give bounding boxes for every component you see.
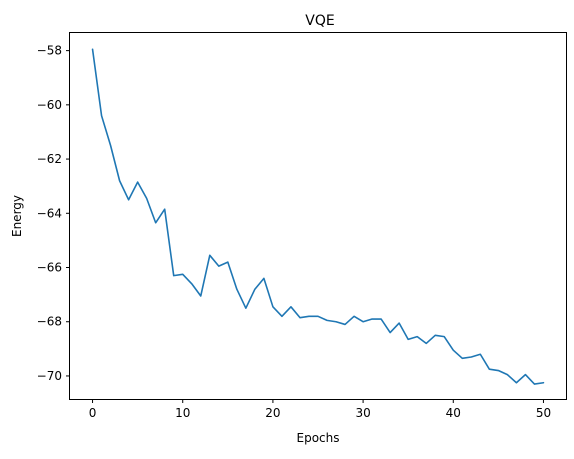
x-tick-label: 0 [89,406,97,420]
y-tick-label: −66 [37,261,62,275]
energy-series-line [91,48,545,385]
y-tick-label: −70 [37,369,62,383]
y-tick-label: −68 [37,315,62,329]
y-tick-label: −58 [37,44,62,58]
x-tick-label: 10 [175,406,190,420]
y-axis-label: Energy [10,195,24,237]
x-tick-label: 30 [355,406,370,420]
x-tick-label: 20 [265,406,280,420]
x-tick-label: 50 [536,406,551,420]
axes: 0 10 20 30 40 50 −70 −68 −66 −64 −62 −60 −58 [37,44,551,420]
chart-title: VQE [305,13,334,29]
series-layer [91,48,545,385]
plot-frame [69,32,567,400]
y-tick-label: −62 [37,152,62,166]
x-tick-label: 40 [446,406,461,420]
x-axis-label: Epochs [297,431,340,445]
y-tick-label: −60 [37,98,62,112]
y-tick-label: −64 [37,206,62,220]
